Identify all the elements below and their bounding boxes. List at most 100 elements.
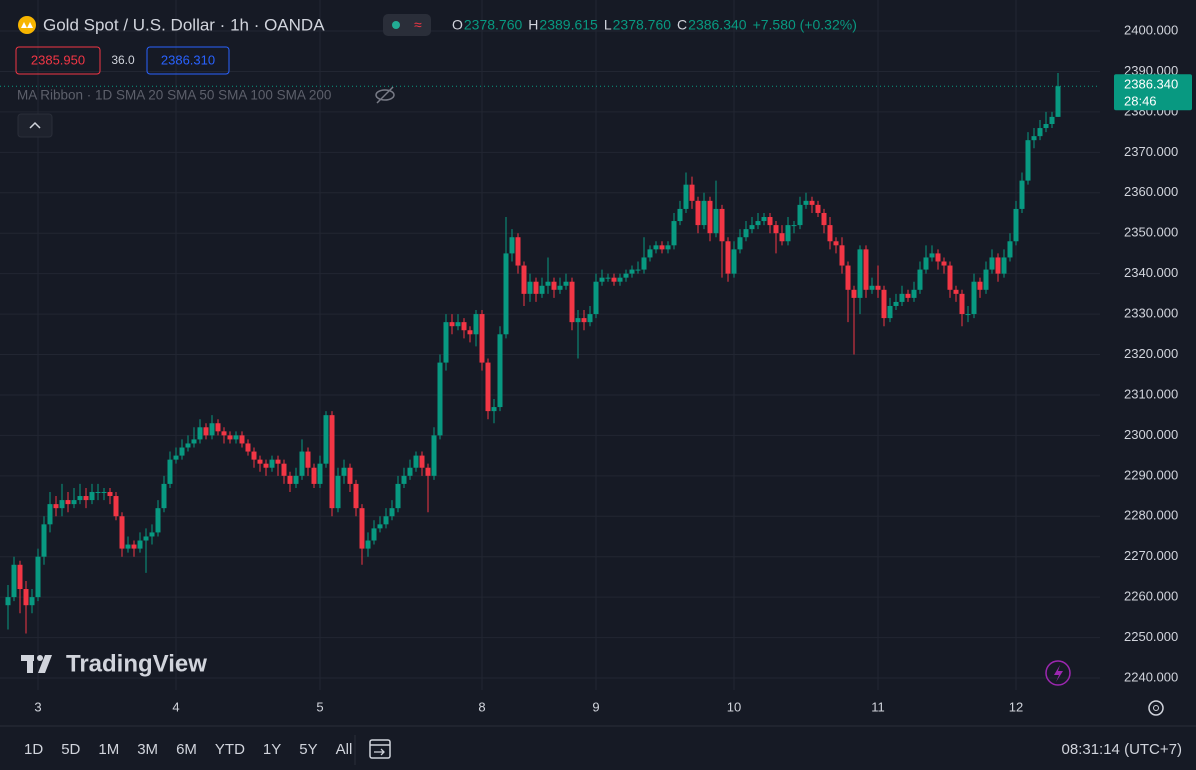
candle-body	[281, 463, 287, 476]
collapse-button[interactable]	[17, 113, 53, 138]
x-tick-label: 12	[1009, 699, 1023, 714]
settings-button[interactable]	[1148, 700, 1164, 716]
candle-body	[707, 200, 713, 234]
legend-key: C	[677, 17, 687, 33]
candle-body	[695, 200, 701, 226]
candle-body	[17, 564, 23, 590]
candle-body	[527, 281, 533, 294]
candle-body	[905, 293, 911, 298]
candle-body	[665, 245, 671, 250]
legend-key: H	[528, 17, 538, 33]
candle-body	[233, 435, 239, 440]
candle-body	[431, 435, 437, 476]
candle-body	[797, 204, 803, 226]
candle-body	[563, 281, 569, 286]
candle-body	[215, 423, 221, 432]
y-tick-label: 2340.000	[1124, 265, 1178, 280]
candle-body	[869, 285, 875, 290]
candle-body	[419, 455, 425, 468]
range-button[interactable]: All	[336, 741, 353, 758]
range-button[interactable]: 3M	[137, 741, 158, 758]
candle-body	[791, 225, 797, 227]
date-range-button[interactable]	[369, 739, 391, 759]
candle-body	[773, 225, 779, 234]
candle-body	[899, 293, 905, 302]
candle-body	[11, 564, 17, 598]
candle-body	[149, 532, 155, 537]
candle-body	[893, 301, 899, 306]
ask-price[interactable]: 2386.310	[161, 52, 215, 67]
status-pill[interactable]	[383, 14, 431, 36]
candle-body	[1019, 180, 1025, 209]
candle-body	[5, 597, 11, 606]
alert-button[interactable]	[1045, 660, 1071, 686]
candle-body	[557, 285, 563, 290]
candle-body	[227, 435, 233, 440]
range-button[interactable]: 1Y	[263, 741, 281, 758]
candle-body	[671, 221, 677, 246]
candle-body	[761, 217, 767, 222]
range-button[interactable]: 5D	[61, 741, 80, 758]
candle-body	[947, 265, 953, 290]
candle-body	[851, 289, 857, 298]
price-tag-countdown: 28:46	[1124, 94, 1157, 109]
candle-body	[353, 483, 359, 509]
candle-body	[917, 269, 923, 290]
candle-body	[131, 544, 137, 549]
candle-body	[113, 496, 119, 517]
candle-body	[1013, 208, 1019, 242]
candle-body	[293, 475, 299, 484]
range-buttons: 1D 5D 1M 3M 6M YTD 1Y 5Y All	[24, 741, 352, 758]
watermark-logo	[21, 655, 52, 673]
candle-body	[449, 322, 455, 327]
symbol-title[interactable]: Gold Spot / U.S. Dollar · 1h · OANDA	[43, 15, 325, 34]
candle-body	[953, 289, 959, 294]
legend-value: 2378.760	[464, 17, 523, 33]
candle-body	[425, 467, 431, 476]
candle-body	[803, 200, 809, 205]
candle-body	[455, 322, 461, 327]
x-tick-label: 8	[478, 699, 485, 714]
candle-body	[689, 184, 695, 201]
candle-body	[683, 184, 689, 209]
candle-body	[599, 277, 605, 282]
hide-indicator-icon[interactable]	[375, 86, 395, 104]
candle-body	[701, 200, 707, 226]
candle-body	[347, 467, 353, 484]
range-button[interactable]: 6M	[176, 741, 197, 758]
indicator-label[interactable]: MA Ribbon · 1D SMA 20 SMA 50 SMA 100 SMA…	[17, 88, 331, 103]
range-button[interactable]: 1M	[98, 741, 119, 758]
candle-body	[53, 504, 59, 509]
candle-body	[221, 431, 227, 436]
candle-body	[743, 229, 749, 238]
candle-body	[443, 322, 449, 363]
range-button[interactable]: 5Y	[299, 741, 317, 758]
candle-body	[257, 459, 263, 464]
candle-body	[41, 524, 47, 557]
candle-body	[191, 439, 197, 444]
candle-body	[401, 475, 407, 484]
buy-button[interactable]	[146, 46, 230, 75]
candle-body	[305, 451, 311, 468]
range-button[interactable]: YTD	[215, 741, 245, 758]
y-tick-label: 2400.000	[1124, 22, 1178, 37]
range-button[interactable]: 1D	[24, 741, 43, 758]
candle-body	[923, 257, 929, 270]
spread: 36.0	[111, 53, 135, 67]
sell-button[interactable]	[15, 46, 101, 75]
x-tick-label: 3	[34, 699, 41, 714]
candle-body	[47, 504, 53, 525]
candle-body	[593, 281, 599, 315]
candle-body	[617, 277, 623, 282]
candle-body	[35, 556, 41, 598]
candle-body	[881, 289, 887, 319]
candle-body	[611, 277, 617, 282]
candle-body	[173, 455, 179, 460]
candle-body	[719, 208, 725, 242]
candle-body	[653, 245, 659, 250]
x-tick-label: 11	[871, 699, 885, 714]
y-tick-label: 2310.000	[1124, 386, 1178, 401]
candle-body	[863, 249, 869, 290]
bid-price[interactable]: 2385.950	[31, 52, 85, 67]
